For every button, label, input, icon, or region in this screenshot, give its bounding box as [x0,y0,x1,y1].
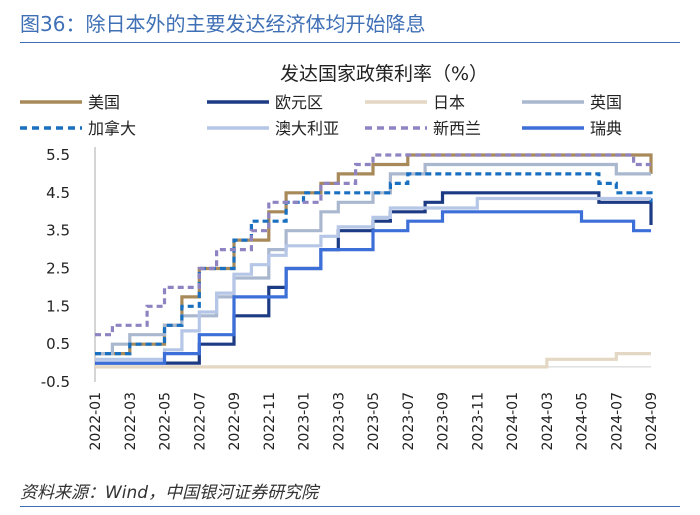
x-tick-label: 2024-05 [575,392,591,451]
x-tick-label: 2024-07 [609,392,625,451]
legend-label-0: 美国 [88,93,120,112]
figure-title: 图36：除日本外的主要发达经济体均开始降息 [20,12,426,36]
x-tick-label: 2022-01 [88,392,104,451]
x-tick-label: 2023-03 [331,392,347,451]
x-tick-label: 2024-03 [540,392,556,451]
series-line-3 [95,162,651,356]
x-tick-label: 2022-09 [227,392,243,451]
legend-label-6: 新西兰 [433,119,481,138]
series-line-2 [95,352,651,369]
y-tick-label: 2.5 [46,260,70,278]
y-tick-label: -0.5 [41,373,70,391]
y-tick-label: 1.5 [46,297,70,315]
chart-title: 发达国家政策利率（%） [280,63,488,85]
legend-label-1: 欧元区 [275,93,323,112]
x-tick-label: 2022-07 [192,392,208,451]
x-axis: 2022-01 2022-03 2022-05 2022-07 2022-09 2022-… [88,366,660,451]
legend-label-3: 英国 [590,93,622,112]
x-tick-label: 2022-05 [158,392,174,451]
plot-area [95,153,653,369]
title-divider [20,42,680,43]
x-tick-label: 2022-03 [123,392,139,451]
series-line-5 [95,196,651,361]
x-tick-label: 2023-09 [436,392,452,451]
x-tick-label: 2023-01 [297,392,313,451]
x-tick-label: 2024-09 [644,392,660,451]
legend-label-2: 日本 [433,93,465,112]
x-tick-label: 2023-07 [401,392,417,451]
series-line-7 [95,210,651,365]
y-tick-label: 0.5 [46,335,70,353]
series-line-6 [95,153,651,337]
series-line-4 [95,172,653,356]
legend-label-7: 瑞典 [590,119,622,138]
x-tick-label: 2023-05 [366,392,382,451]
y-tick-label: 5.5 [46,146,70,164]
legend-label-4: 加拿大 [88,119,136,138]
x-tick-label: 2023-11 [470,392,486,451]
y-tick-label: 3.5 [46,222,70,240]
y-axis: -0.5 0.5 1.5 2.5 3.5 4.5 5.5 [41,146,96,391]
x-tick-label: 2024-01 [505,392,521,451]
legend-label-5: 澳大利亚 [275,119,339,138]
x-tick-label: 2022-11 [262,392,278,451]
bottom-divider [20,506,680,507]
y-tick-label: 4.5 [46,184,70,202]
source-note: 资料来源：Wind，中国银河证券研究院 [20,483,319,503]
